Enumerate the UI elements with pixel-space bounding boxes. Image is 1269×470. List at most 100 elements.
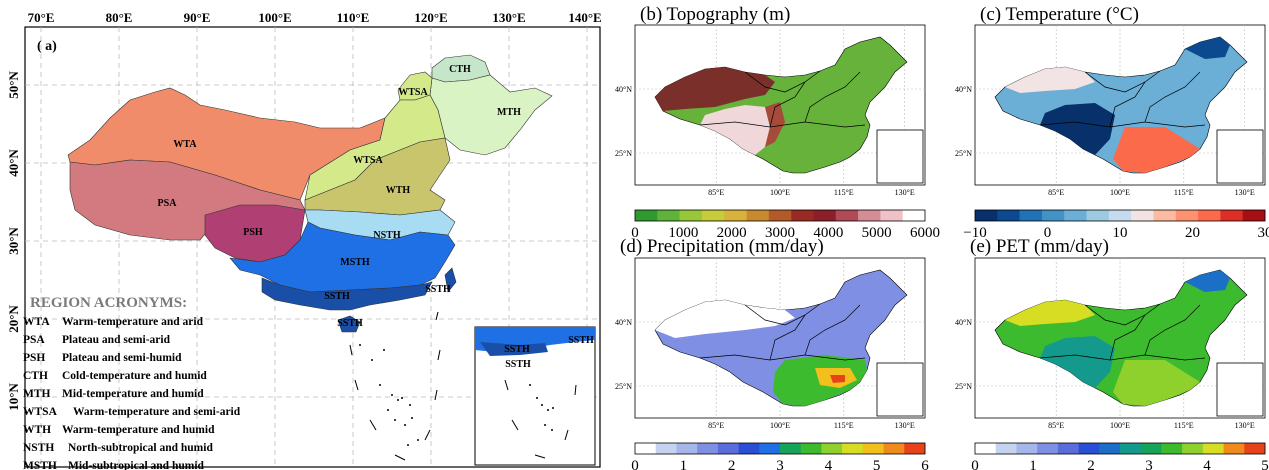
colorbar-swatch: [902, 210, 926, 221]
region-border: [804, 304, 861, 356]
colorbar-frame: [634, 442, 926, 455]
legend-desc: Mid-subtropical and humid: [68, 460, 205, 470]
lon-tick: 115°E: [834, 421, 854, 430]
lon-tick: 140°E: [568, 10, 601, 25]
lon-tick: 85°E: [708, 188, 724, 197]
lat-tick: 40°N: [955, 318, 972, 327]
colorbar-swatch: [1064, 210, 1087, 221]
colorbar-label: 3000: [765, 225, 795, 241]
colorbar-label: 6000: [910, 225, 940, 241]
panel-b-topography: (b) Topography (m) 40°N 25°N 85°E 100°E 115°…: [615, 4, 940, 241]
map-field: [1040, 103, 1115, 155]
map-label-ssth: SSTH: [324, 291, 350, 302]
map-fields: [654, 36, 908, 174]
panel-a-lon-ticks: 70°E 80°E 90°E 100°E 110°E 120°E 130°E 1…: [28, 10, 602, 25]
colorbar-swatch: [676, 443, 698, 454]
colorbar-label: 2: [728, 458, 736, 470]
map-label-wth: WTH: [386, 185, 411, 196]
map-label-cth: CTH: [449, 64, 471, 75]
map-label-wtsa: WTSA: [353, 155, 383, 166]
colorbar-swatch: [1120, 443, 1142, 454]
colorbar-swatch: [1242, 210, 1266, 221]
colorbar-label: 4: [825, 458, 833, 470]
colorbar-label: 3: [1145, 458, 1153, 470]
colorbar-label: 5000: [862, 225, 892, 241]
colorbar-label: 1000: [668, 225, 698, 241]
map-field: [1005, 300, 1095, 326]
lon-tick: 130°E: [492, 10, 525, 25]
colorbar-swatch: [635, 443, 657, 454]
colorbar-frame: [974, 442, 1266, 455]
colorbar-swatch: [1140, 443, 1162, 454]
lat-tick: 25°N: [615, 149, 632, 158]
panel-e-title: (e) PET (mm/day): [970, 236, 1109, 257]
lat-tick: 30°N: [6, 227, 21, 255]
legend-desc: Mid-temperature and humid: [62, 388, 204, 400]
colorbar-swatch: [975, 210, 998, 221]
lon-tick: 100°E: [1110, 188, 1130, 197]
lon-tick: 100°E: [770, 188, 790, 197]
south-sea-inset: [876, 362, 924, 417]
colorbar-swatch: [975, 443, 997, 454]
colorbar-frame: [634, 209, 926, 222]
legend-abbr: WTA: [23, 316, 50, 328]
colorbar-label: 10: [1113, 225, 1128, 241]
colorbar-swatch: [1202, 443, 1224, 454]
map-field: [1113, 360, 1200, 406]
map-label-ssth-taiwan: SSTH: [425, 284, 451, 295]
lat-tick: 40°N: [6, 149, 21, 177]
colorbar-swatch: [1223, 443, 1245, 454]
region-border: [769, 81, 806, 128]
colorbar-swatch: [842, 443, 864, 454]
colorbar-swatch: [1108, 210, 1132, 221]
colorbar-label: 0: [631, 225, 639, 241]
panel-a-dash-line: [349, 311, 441, 461]
lon-tick: 115°E: [1174, 421, 1194, 430]
region-border: [804, 71, 861, 123]
colorbar-label: 4: [1203, 458, 1211, 470]
colorbar-swatch: [1057, 443, 1079, 454]
colorbar-swatch: [1131, 210, 1154, 221]
colorbar-label: 20: [1185, 225, 1200, 241]
lat-tick: 20°N: [6, 305, 21, 333]
small-panels-svg: (b) Topography (m) 40°N 25°N 85°E 100°E 115°…: [615, 4, 1269, 470]
colorbar-label: 0: [631, 458, 639, 470]
lat-tick: 40°N: [615, 318, 632, 327]
panel-e-pet: (e) PET (mm/day) 40°N 25°N 85°E 100°E 115°E 1…: [955, 236, 1269, 470]
map-fields: [654, 269, 908, 407]
colorbar-swatch: [780, 443, 802, 454]
panel-a-regions: [67, 54, 553, 333]
lon-tick: 85°E: [1048, 421, 1064, 430]
region-acronym-legend: REGION ACRONYMS: WTA Warm-temperature an…: [23, 295, 241, 470]
colorbar-label: 2: [1087, 458, 1095, 470]
map-field: [655, 300, 795, 338]
colorbar-swatch: [1078, 443, 1100, 454]
region-border: [1109, 81, 1146, 128]
legend-desc: Warm-temperature and humid: [62, 424, 215, 436]
colorbar-swatch: [1220, 210, 1243, 221]
south-sea-inset: [1216, 129, 1264, 184]
region-border: [744, 70, 821, 93]
panel-c-title: (c) Temperature (°C): [980, 4, 1139, 25]
colorbar-swatch: [724, 210, 747, 221]
map-fields: [994, 269, 1248, 407]
colorbar-swatch: [995, 443, 1017, 454]
map-fields: [994, 36, 1248, 174]
region-border: [769, 314, 806, 361]
map-field: [765, 102, 785, 147]
colorbar-swatch: [883, 443, 905, 454]
lat-tick: 40°N: [615, 85, 632, 94]
lat-tick: 25°N: [615, 382, 632, 391]
legend-abbr: PSA: [23, 334, 45, 346]
colorbar-label: 0: [1044, 225, 1052, 241]
map-field: [1113, 127, 1200, 173]
colorbar-swatch: [1182, 443, 1204, 454]
colorbar-label: 5: [873, 458, 881, 470]
colorbar-swatch: [679, 210, 703, 221]
legend-desc: Plateau and semi-humid: [62, 352, 182, 364]
colorbar-label: 0: [971, 458, 979, 470]
colorbar-swatch: [1041, 210, 1065, 221]
map-field: [1040, 336, 1115, 388]
legend-abbr: MTH: [23, 388, 51, 400]
colorbar-swatch: [1037, 443, 1059, 454]
